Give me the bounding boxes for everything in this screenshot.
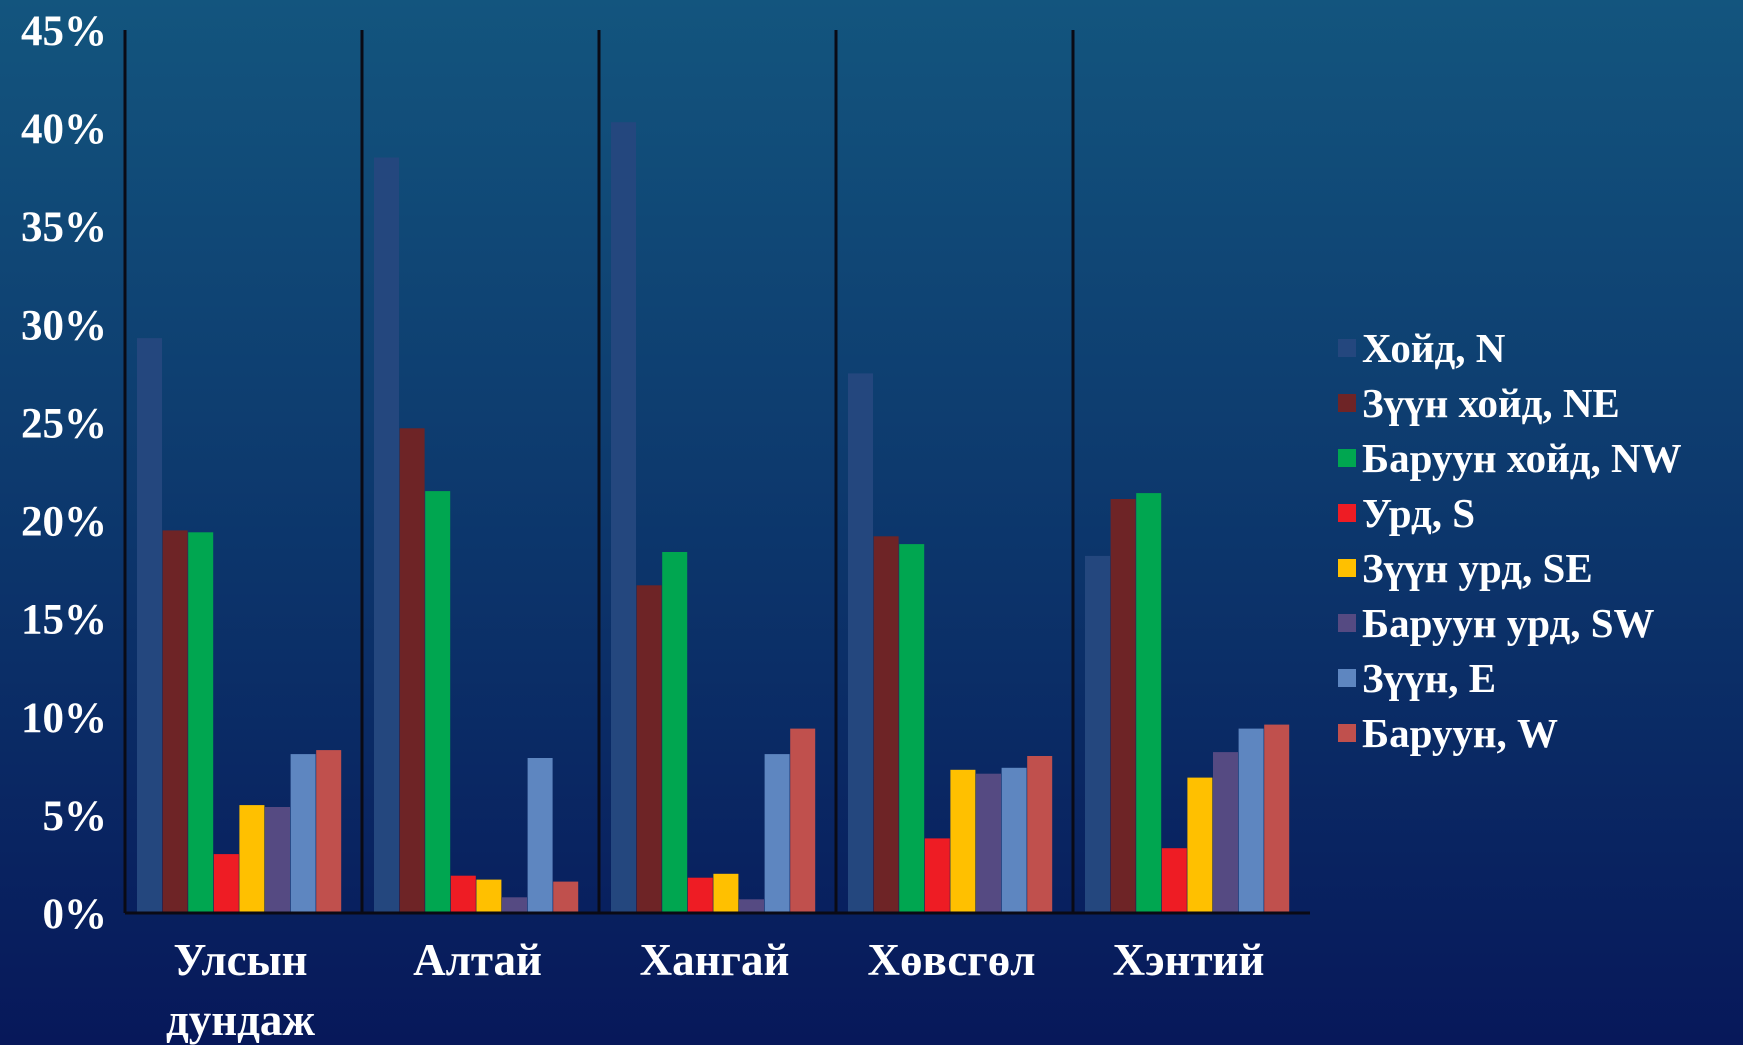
y-tick-label: 0% [43, 891, 108, 938]
legend-label: Баруун урд, SW [1362, 600, 1655, 646]
y-tick-label: 20% [21, 499, 107, 546]
legend-swatch [1338, 669, 1356, 687]
bar [1001, 767, 1027, 913]
bar [848, 373, 873, 913]
x-tick-label: Алтай [413, 935, 542, 985]
bar [316, 750, 342, 913]
bar [1187, 777, 1213, 913]
bar [662, 552, 688, 913]
legend-label: Баруун хойд, NW [1362, 435, 1682, 481]
bar [450, 875, 476, 913]
bar [1238, 728, 1264, 913]
bar [739, 899, 764, 913]
legend-label: Хойд, N [1362, 325, 1506, 371]
plot-area [123, 30, 1290, 914]
bar [1110, 499, 1136, 913]
bar [265, 807, 290, 913]
bar [1136, 493, 1162, 913]
legend-swatch [1338, 559, 1356, 577]
bar [425, 491, 451, 913]
y-tick-label: 35% [21, 204, 107, 251]
bar [1027, 756, 1053, 913]
legend: Хойд, N Зүүн хойд, NE Баруун хойд, NW Урд, … [1338, 325, 1682, 756]
y-tick-label: 40% [21, 106, 107, 153]
bar [502, 897, 527, 913]
x-tick-label: Хөвсгөл [867, 935, 1035, 985]
bar [162, 530, 188, 913]
bar [399, 428, 425, 913]
bar [764, 754, 790, 913]
bar [137, 338, 162, 914]
bar [873, 536, 899, 913]
legend-swatch [1338, 724, 1356, 742]
y-tick-label: 10% [21, 695, 107, 742]
y-tick-label: 25% [21, 400, 107, 447]
bar [1213, 752, 1238, 913]
bar [924, 838, 950, 913]
bar [611, 122, 636, 913]
bar [636, 585, 662, 913]
legend-swatch [1338, 504, 1356, 522]
x-tick-label: Улсын [173, 935, 307, 985]
legend-swatch [1338, 449, 1356, 467]
legend-label: Зүүн хойд, NE [1362, 380, 1620, 426]
bar [899, 544, 925, 913]
bar [713, 873, 739, 913]
y-tick-label: 30% [21, 302, 107, 349]
bar [790, 728, 816, 913]
legend-label: Зүүн, E [1362, 655, 1496, 701]
bar [476, 879, 502, 913]
legend-label: Урд, S [1362, 490, 1475, 536]
y-axis: 0% 5% 10% 15% 20% 25% 30% 35% 40% 45% [21, 8, 107, 938]
y-tick-label: 15% [21, 597, 107, 644]
x-tick-label: Хангай [640, 935, 790, 985]
bar [1264, 724, 1290, 913]
bar [1161, 848, 1187, 913]
bar [374, 157, 399, 913]
bar [1085, 555, 1110, 913]
bar [553, 881, 579, 913]
bar [976, 773, 1001, 913]
bar [687, 877, 713, 913]
y-tick-label: 45% [21, 8, 107, 55]
legend-label: Баруун, W [1362, 710, 1558, 756]
legend-label: Зүүн урд, SE [1362, 545, 1593, 591]
bar [188, 532, 214, 913]
legend-swatch [1338, 339, 1356, 357]
y-tick-label: 5% [43, 793, 108, 840]
bar [527, 758, 553, 913]
legend-swatch [1338, 394, 1356, 412]
bar [290, 754, 316, 913]
bar [213, 854, 239, 913]
x-axis: Улсын дундаж Алтай Хангай Хөвсгөл Хэнтий [125, 911, 1310, 1045]
bar [239, 805, 265, 913]
bar [950, 769, 976, 913]
x-tick-label: Хэнтий [1113, 935, 1265, 985]
x-tick-label: дундаж [166, 995, 315, 1045]
legend-swatch [1338, 614, 1356, 632]
